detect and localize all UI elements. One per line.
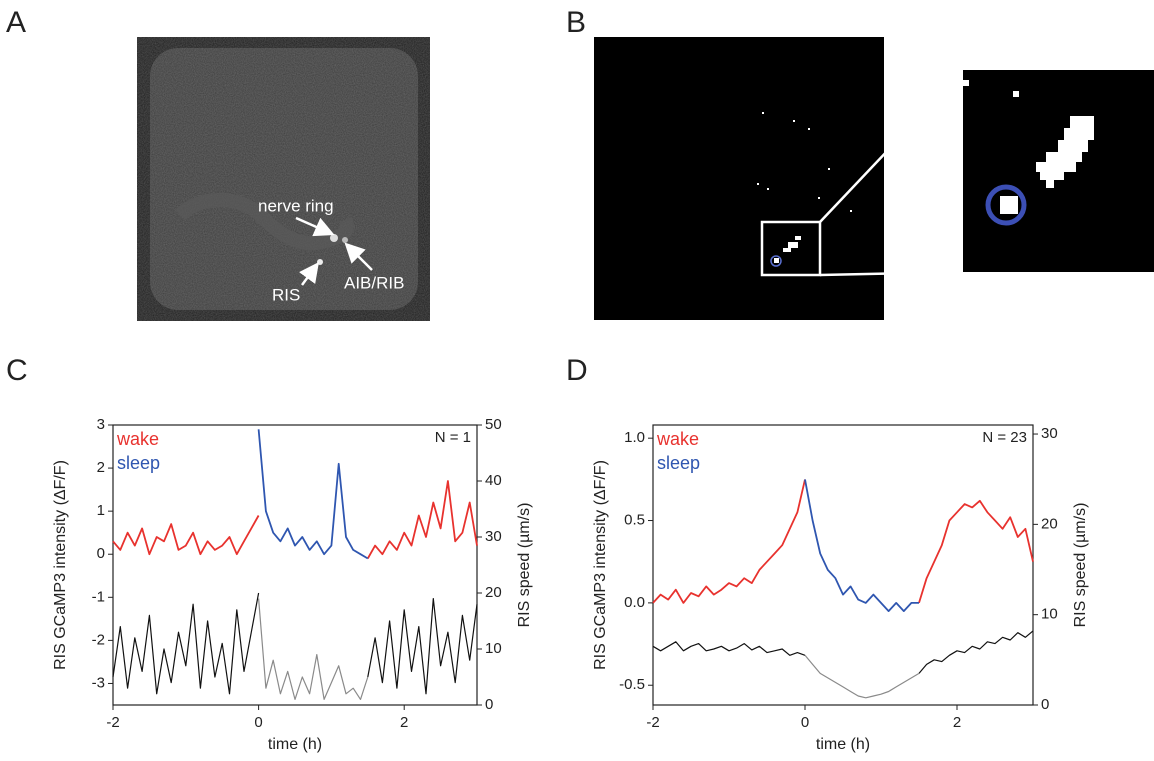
dot bbox=[808, 128, 810, 130]
neuron bbox=[330, 234, 338, 242]
neuron bbox=[317, 259, 323, 265]
annotation: N = 1 bbox=[435, 429, 471, 446]
roi-circle bbox=[985, 184, 1027, 226]
dots bbox=[757, 112, 852, 263]
roi-circle bbox=[770, 255, 782, 267]
dot bbox=[767, 188, 769, 190]
dot bbox=[795, 236, 801, 240]
dot bbox=[818, 197, 820, 199]
y2-tick-label: 50 bbox=[485, 416, 502, 433]
annotation: nerve ring bbox=[258, 196, 334, 215]
y2-tick-label: 40 bbox=[485, 472, 502, 489]
neuron bbox=[342, 237, 348, 243]
dot bbox=[774, 258, 779, 263]
dot bbox=[757, 183, 759, 185]
pixel bbox=[1070, 116, 1094, 128]
x-axis-label: time (h) bbox=[268, 736, 322, 753]
legend-entry: wake bbox=[656, 429, 699, 449]
x-tick-label: 2 bbox=[953, 714, 961, 731]
panel-label: D bbox=[566, 354, 588, 387]
line bbox=[112, 480, 478, 559]
y-tick-label: 1.0 bbox=[624, 429, 645, 446]
y-tick-label: 1 bbox=[97, 502, 105, 519]
line bbox=[804, 654, 920, 699]
legend-entry: sleep bbox=[117, 453, 160, 473]
x-axis-label: time (h) bbox=[816, 736, 870, 753]
image-background bbox=[594, 37, 884, 320]
annotation: RIS bbox=[272, 285, 300, 304]
legend-entry: wake bbox=[116, 429, 159, 449]
x-tick-label: -2 bbox=[646, 714, 659, 731]
pixel bbox=[1046, 180, 1054, 188]
pixel bbox=[1013, 91, 1019, 97]
inset-blob bbox=[963, 80, 1094, 214]
panel-label: B bbox=[566, 6, 586, 39]
y-tick-label: 0 bbox=[97, 545, 105, 562]
y-tick-label: 3 bbox=[97, 416, 105, 433]
image-noise bbox=[137, 37, 430, 321]
y2-tick-label: 0 bbox=[1041, 696, 1049, 713]
pixel bbox=[1036, 162, 1076, 172]
y-tick-label: -2 bbox=[92, 631, 105, 648]
chart: 1.0 0.5 0.0 -0.5 30 20 10 0 -2 0 2 time (h) RIS GCaM… bbox=[592, 424, 1089, 753]
dot bbox=[783, 248, 791, 252]
y-tick-label: -0.5 bbox=[619, 676, 645, 693]
x-tick-label: -2 bbox=[106, 714, 119, 731]
dot bbox=[793, 120, 795, 122]
panel-a-image: nerve ring RIS AIB/RIB bbox=[137, 37, 430, 321]
panel-label: C bbox=[6, 354, 28, 387]
line bbox=[804, 479, 919, 612]
pixel bbox=[1040, 172, 1064, 180]
y2-tick-label: 0 bbox=[485, 696, 493, 713]
annotation: N = 23 bbox=[982, 429, 1027, 446]
line bbox=[112, 592, 478, 695]
dot bbox=[788, 242, 798, 248]
line bbox=[257, 429, 369, 560]
plot-frame bbox=[112, 424, 478, 706]
dot bbox=[850, 210, 852, 212]
y-tick-label: 0.0 bbox=[624, 594, 645, 611]
plot-frame bbox=[652, 424, 1034, 706]
zoom-line bbox=[819, 70, 964, 223]
y-tick-label: 0.5 bbox=[624, 511, 645, 528]
dot bbox=[762, 112, 764, 114]
line bbox=[652, 479, 1034, 604]
y2-tick-label: 20 bbox=[1041, 515, 1058, 532]
line bbox=[652, 630, 1034, 674]
y2-tick-label: 30 bbox=[485, 528, 502, 545]
y-tick-label: -3 bbox=[92, 674, 105, 691]
annotation: AIB/RIB bbox=[344, 273, 404, 292]
arrow bbox=[295, 216, 335, 237]
y2-tick-label: 30 bbox=[1041, 425, 1058, 442]
y-axis-label: RIS GCaMP3 intensity (ΔF/F) bbox=[592, 460, 609, 670]
arrow bbox=[344, 242, 373, 271]
arrow bbox=[299, 261, 319, 286]
y2-axis-label: RIS speed (µm/s) bbox=[516, 503, 533, 628]
x-tick-label: 2 bbox=[400, 714, 408, 731]
x-tick-label: 0 bbox=[801, 714, 809, 731]
x-tick-label: 0 bbox=[254, 714, 262, 731]
line bbox=[258, 598, 369, 700]
panel-label: A bbox=[6, 6, 26, 39]
pixel bbox=[963, 80, 969, 86]
legend-entry: sleep bbox=[657, 453, 700, 473]
y-tick-label: -1 bbox=[92, 588, 105, 605]
y2-tick-label: 10 bbox=[485, 640, 502, 657]
pixel bbox=[1046, 152, 1082, 162]
y-tick-label: 2 bbox=[97, 459, 105, 476]
pixel bbox=[1000, 196, 1018, 214]
y2-tick-label: 10 bbox=[1041, 606, 1058, 623]
pixel bbox=[1064, 128, 1094, 140]
pixel bbox=[1058, 140, 1088, 152]
worm bbox=[175, 193, 354, 251]
y2-axis-label: RIS speed (µm/s) bbox=[1072, 503, 1089, 628]
dot bbox=[828, 168, 830, 170]
y-axis-label: RIS GCaMP3 intensity (ΔF/F) bbox=[52, 460, 69, 670]
y2-tick-label: 20 bbox=[485, 584, 502, 601]
zoom-box bbox=[760, 220, 822, 277]
panel-b-image bbox=[594, 37, 1154, 320]
